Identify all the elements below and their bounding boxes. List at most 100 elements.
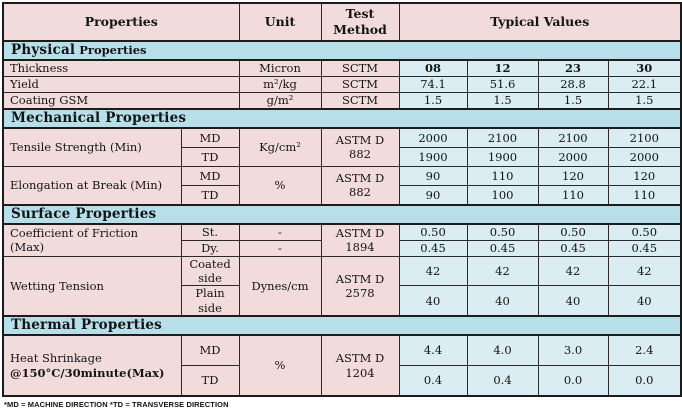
row-yield: Yield m²/kg SCTM 74.1 51.6 28.8 22.1 xyxy=(2,75,682,93)
value-cell: 120 xyxy=(537,165,609,186)
value-cell: 74.1 xyxy=(398,75,468,93)
section-title-surface: Surface Properties xyxy=(2,203,682,225)
row-heat-shrinkage-md: Heat Shrinkage @150°C/30minute(Max) MD %… xyxy=(2,334,682,397)
direction-cell-md: MD xyxy=(180,334,240,366)
value-cell: 110 xyxy=(537,184,609,206)
value-cell: 0.45 xyxy=(537,239,609,257)
value-cell: 40 xyxy=(607,285,682,317)
condition-cell-dynamic: Dy. xyxy=(180,239,240,257)
value-cell: 28.8 xyxy=(537,75,609,93)
properties-table: Properties Unit Test Method Typical Valu… xyxy=(2,2,682,397)
section-title-mechanical: Mechanical Properties xyxy=(2,107,682,129)
section-title-main: Surface Properties xyxy=(11,205,157,222)
value-cell: 1.5 xyxy=(537,91,609,110)
value-cell: 2000 xyxy=(398,127,468,148)
footnote: *MD = MACHINE DIRECTION *TD = TRANSVERSE… xyxy=(4,400,229,409)
property-label-cell: Coefficient of Friction (Max) xyxy=(2,223,182,257)
unit-cell: Micron xyxy=(238,59,322,77)
row-friction-dynamic: Dy. - 0.45 0.45 0.45 0.45 xyxy=(3,239,682,257)
value-cell: 0.4 xyxy=(466,365,539,397)
row-thickness: Thickness Micron SCTM 08 12 23 30 xyxy=(2,59,682,77)
section-row-surface: Surface Properties xyxy=(2,203,682,225)
value-cell: 0.45 xyxy=(398,239,468,257)
value-cell: 2100 xyxy=(466,127,539,148)
property-label-cell: Yield xyxy=(2,75,240,93)
value-cell: 23 xyxy=(537,59,609,77)
value-cell: 42 xyxy=(537,255,609,287)
value-cell: 30 xyxy=(607,59,682,77)
column-header-typical-values: Typical Values xyxy=(398,2,682,42)
property-label-cell: Wetting Tension xyxy=(2,255,182,317)
table-header-row: Properties Unit Test Method Typical Valu… xyxy=(2,2,682,42)
section-row-thermal: Thermal Properties xyxy=(2,315,682,336)
section-row-physical: Physical Properties xyxy=(2,40,682,61)
value-cell: 2100 xyxy=(607,127,682,148)
method-cell: ASTM D 2578 xyxy=(320,255,400,317)
row-wetting-coated: Wetting Tension Coated side Dynes/cm AST… xyxy=(2,255,682,317)
row-tensile-strength-td: TD 1900 1900 2000 2000 xyxy=(3,146,682,167)
section-title-thermal: Thermal Properties xyxy=(2,315,682,336)
value-cell: 0.45 xyxy=(607,239,682,257)
value-cell: 4.0 xyxy=(466,334,539,366)
method-cell: SCTM xyxy=(320,91,400,110)
property-label-line1: Coefficient of Friction xyxy=(10,225,139,240)
value-cell: 22.1 xyxy=(607,75,682,93)
value-cell: 0.4 xyxy=(398,365,468,397)
value-cell: 100 xyxy=(466,184,539,206)
value-cell: 110 xyxy=(466,165,539,186)
value-cell: 1.5 xyxy=(607,91,682,110)
value-cell: 2000 xyxy=(537,146,609,167)
unit-cell: m²/kg xyxy=(238,75,322,93)
value-cell: 110 xyxy=(607,184,682,206)
value-cell: 1900 xyxy=(466,146,539,167)
direction-cell-td: TD xyxy=(180,365,240,397)
value-cell: 2000 xyxy=(607,146,682,167)
section-title-main: Mechanical Properties xyxy=(11,109,187,126)
row-wetting-plain: Plain side 40 40 40 40 xyxy=(3,285,682,317)
property-label-cell: Tensile Strength (Min) xyxy=(2,127,182,167)
value-cell: 2.4 xyxy=(607,334,682,366)
value-cell: 2100 xyxy=(537,127,609,148)
value-cell: 0.50 xyxy=(537,223,609,241)
value-cell: 4.4 xyxy=(398,334,468,366)
value-cell: 0.45 xyxy=(466,239,539,257)
method-cell: ASTM D 1894 xyxy=(320,223,400,257)
property-label-line2: (Max) xyxy=(10,240,45,255)
column-header-unit: Unit xyxy=(238,2,322,42)
value-cell: 0.50 xyxy=(398,223,468,241)
unit-cell: % xyxy=(238,334,322,397)
column-header-properties: Properties xyxy=(2,2,240,42)
section-title-rest: Properties xyxy=(79,43,147,57)
unit-cell: g/m² xyxy=(238,91,322,110)
value-cell: 42 xyxy=(607,255,682,287)
value-cell: 08 xyxy=(398,59,468,77)
value-cell: 42 xyxy=(398,255,468,287)
value-cell: 0.50 xyxy=(607,223,682,241)
value-cell: 0.0 xyxy=(537,365,609,397)
unit-cell: - xyxy=(238,223,322,241)
value-cell: 40 xyxy=(398,285,468,317)
value-cell: 0.50 xyxy=(466,223,539,241)
value-cell: 1900 xyxy=(398,146,468,167)
method-cell: SCTM xyxy=(320,75,400,93)
unit-cell: Dynes/cm xyxy=(238,255,322,317)
value-cell: 1.5 xyxy=(466,91,539,110)
value-cell: 120 xyxy=(607,165,682,186)
row-elongation-md: Elongation at Break (Min) MD % ASTM D 88… xyxy=(2,165,682,206)
section-title-main: Physical xyxy=(11,42,76,58)
condition-cell-static: St. xyxy=(180,223,240,241)
section-title-main: Thermal Properties xyxy=(11,317,162,334)
direction-cell-td: TD xyxy=(180,184,240,206)
row-coating-gsm: Coating GSM g/m² SCTM 1.5 1.5 1.5 1.5 xyxy=(2,91,682,110)
value-cell: 40 xyxy=(466,285,539,317)
row-friction-static: Coefficient of Friction (Max) St. - ASTM… xyxy=(2,223,682,257)
unit-cell: % xyxy=(238,165,322,206)
method-cell: SCTM xyxy=(320,59,400,77)
property-label-cell: Heat Shrinkage @150°C/30minute(Max) xyxy=(2,334,182,397)
row-tensile-strength-md: Tensile Strength (Min) MD Kg/cm² ASTM D … xyxy=(2,127,682,167)
property-label-cell: Coating GSM xyxy=(2,91,240,110)
value-cell: 1.5 xyxy=(398,91,468,110)
property-label-cell: Elongation at Break (Min) xyxy=(2,165,182,206)
side-cell-coated: Coated side xyxy=(180,255,240,287)
side-cell-plain: Plain side xyxy=(180,285,240,317)
